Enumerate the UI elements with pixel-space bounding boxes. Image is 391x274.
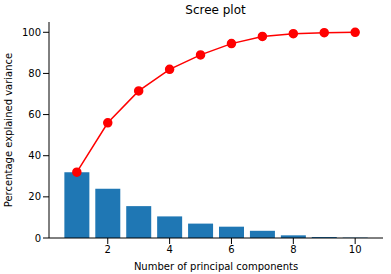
svg-text:0: 0 <box>35 233 41 244</box>
svg-text:8: 8 <box>290 244 296 255</box>
svg-text:80: 80 <box>28 68 41 79</box>
svg-text:20: 20 <box>28 191 41 202</box>
svg-text:2: 2 <box>105 244 111 255</box>
svg-text:Percentage explained variance: Percentage explained variance <box>8 53 14 207</box>
svg-text:60: 60 <box>28 109 41 120</box>
svg-text:6: 6 <box>228 244 234 255</box>
svg-text:10: 10 <box>349 244 362 255</box>
svg-text:40: 40 <box>28 150 41 161</box>
svg-text:4: 4 <box>166 244 172 255</box>
html-text:Scree plot: Scree plot <box>185 3 246 17</box>
svg-text:Number of principal components: Number of principal components <box>134 261 298 272</box>
svg-text:100: 100 <box>22 27 41 38</box>
